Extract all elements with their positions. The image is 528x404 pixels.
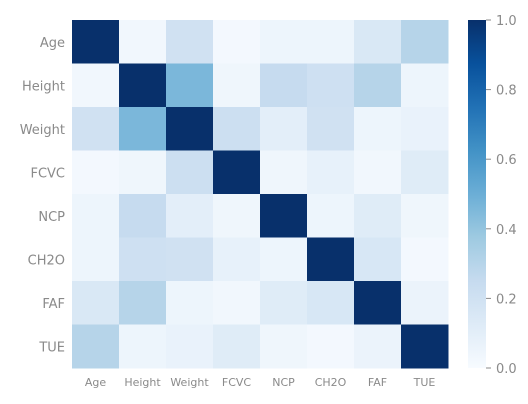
x-tick-label-fcvc: FCVC	[222, 376, 252, 389]
heatmap-cell-tue-ch2o	[307, 324, 355, 369]
heatmap-cell-tue-weight	[166, 324, 214, 369]
heatmap-cell-ncp-ch2o	[307, 194, 355, 238]
y-tick-label-faf: FAF	[42, 297, 65, 312]
heatmap-cell-faf-tue	[401, 281, 449, 325]
x-tick-label-faf: FAF	[368, 376, 387, 389]
heatmap-cell-fcvc-ncp	[260, 150, 308, 195]
x-tick-label-height: Height	[124, 376, 161, 389]
colorbar-tick-label: 0.2	[496, 292, 517, 307]
heatmap-cell-weight-weight	[166, 107, 214, 151]
heatmap-cells	[72, 20, 449, 369]
heatmap-cell-weight-ch2o	[307, 107, 355, 151]
heatmap-cell-weight-age	[72, 107, 120, 151]
x-tick-label-age: Age	[85, 376, 107, 389]
heatmap-cell-ch2o-weight	[166, 237, 214, 282]
heatmap-cell-age-age	[72, 20, 120, 64]
heatmap-cell-weight-tue	[401, 107, 449, 151]
heatmap-cell-tue-ncp	[260, 324, 308, 369]
heatmap-cell-tue-tue	[401, 324, 449, 369]
heatmap-cell-height-tue	[401, 63, 449, 108]
heatmap-cell-fcvc-ch2o	[307, 150, 355, 195]
heatmap-cell-faf-ncp	[260, 281, 308, 325]
heatmap-cell-height-fcvc	[213, 63, 261, 108]
heatmap-cell-age-ncp	[260, 20, 308, 64]
heatmap-cell-fcvc-weight	[166, 150, 214, 195]
heatmap-cell-tue-age	[72, 324, 120, 369]
heatmap-cell-height-ch2o	[307, 63, 355, 108]
y-tick-label-age: Age	[40, 36, 65, 51]
heatmap-cell-ncp-age	[72, 194, 120, 238]
heatmap-cell-faf-age	[72, 281, 120, 325]
colorbar-tick-label: 1.0	[496, 14, 517, 29]
y-tick-labels: Age Height Weight FCVC NCP CH2O FAF TUE	[20, 36, 65, 356]
heatmap-cell-tue-fcvc	[213, 324, 261, 369]
heatmap-cell-age-ch2o	[307, 20, 355, 64]
heatmap-cell-fcvc-age	[72, 150, 120, 195]
heatmap-cell-height-age	[72, 63, 120, 108]
colorbar: 0.0 0.2 0.4 0.6 0.8 1.0	[468, 14, 517, 377]
heatmap-cell-age-weight	[166, 20, 214, 64]
y-tick-label-tue: TUE	[38, 340, 65, 355]
heatmap-cell-age-height	[119, 20, 167, 64]
y-tick-label-fcvc: FCVC	[30, 166, 65, 181]
heatmap-cell-ch2o-tue	[401, 237, 449, 282]
heatmap-cell-ncp-ncp	[260, 194, 308, 238]
heatmap-cell-faf-ch2o	[307, 281, 355, 325]
heatmap-cell-height-faf	[354, 63, 402, 108]
heatmap-cell-weight-fcvc	[213, 107, 261, 151]
heatmap-cell-height-weight	[166, 63, 214, 108]
heatmap-cell-age-faf	[354, 20, 402, 64]
heatmap-cell-faf-faf	[354, 281, 402, 325]
heatmap-cell-fcvc-fcvc	[213, 150, 261, 195]
x-tick-label-ch2o: CH2O	[315, 376, 347, 389]
heatmap-cell-weight-faf	[354, 107, 402, 151]
heatmap-cell-weight-height	[119, 107, 167, 151]
heatmap-cell-faf-weight	[166, 281, 214, 325]
heatmap-cell-ch2o-height	[119, 237, 167, 282]
heatmap-cell-tue-height	[119, 324, 167, 369]
heatmap-cell-fcvc-faf	[354, 150, 402, 195]
heatmap-cell-height-height	[119, 63, 167, 108]
heatmap-cell-age-fcvc	[213, 20, 261, 64]
heatmap-cell-ch2o-faf	[354, 237, 402, 282]
colorbar-tick-label: 0.6	[496, 153, 517, 168]
heatmap-cell-ncp-height	[119, 194, 167, 238]
heatmap-cell-ncp-weight	[166, 194, 214, 238]
heatmap-cell-faf-height	[119, 281, 167, 325]
heatmap-cell-ncp-fcvc	[213, 194, 261, 238]
heatmap-cell-ch2o-ncp	[260, 237, 308, 282]
heatmap-cell-ncp-tue	[401, 194, 449, 238]
heatmap-cell-height-ncp	[260, 63, 308, 108]
colorbar-tick-label: 0.4	[496, 223, 517, 238]
y-tick-label-height: Height	[22, 79, 65, 94]
heatmap-cell-ch2o-ch2o	[307, 237, 355, 282]
x-tick-label-tue: TUE	[413, 376, 436, 389]
heatmap-cell-fcvc-tue	[401, 150, 449, 195]
heatmap-cell-ch2o-fcvc	[213, 237, 261, 282]
heatmap-cell-ch2o-age	[72, 237, 120, 282]
x-tick-labels: Age Height Weight FCVC NCP CH2O FAF TUE	[85, 376, 436, 389]
heatmap-cell-weight-ncp	[260, 107, 308, 151]
heatmap-cell-ncp-faf	[354, 194, 402, 238]
heatmap-cell-fcvc-height	[119, 150, 167, 195]
x-tick-label-ncp: NCP	[272, 376, 295, 389]
y-tick-label-ncp: NCP	[38, 210, 65, 225]
colorbar-tick-label: 0.0	[496, 362, 517, 377]
colorbar-tick-label: 0.8	[496, 84, 517, 99]
heatmap-cell-faf-fcvc	[213, 281, 261, 325]
heatmap-cell-tue-faf	[354, 324, 402, 369]
y-tick-label-ch2o: CH2O	[28, 253, 65, 268]
colorbar-ticks: 0.0 0.2 0.4 0.6 0.8 1.0	[486, 14, 517, 377]
heatmap-cell-age-tue	[401, 20, 449, 64]
y-tick-label-weight: Weight	[20, 123, 65, 138]
x-tick-label-weight: Weight	[170, 376, 209, 389]
colorbar-gradient	[468, 20, 486, 368]
